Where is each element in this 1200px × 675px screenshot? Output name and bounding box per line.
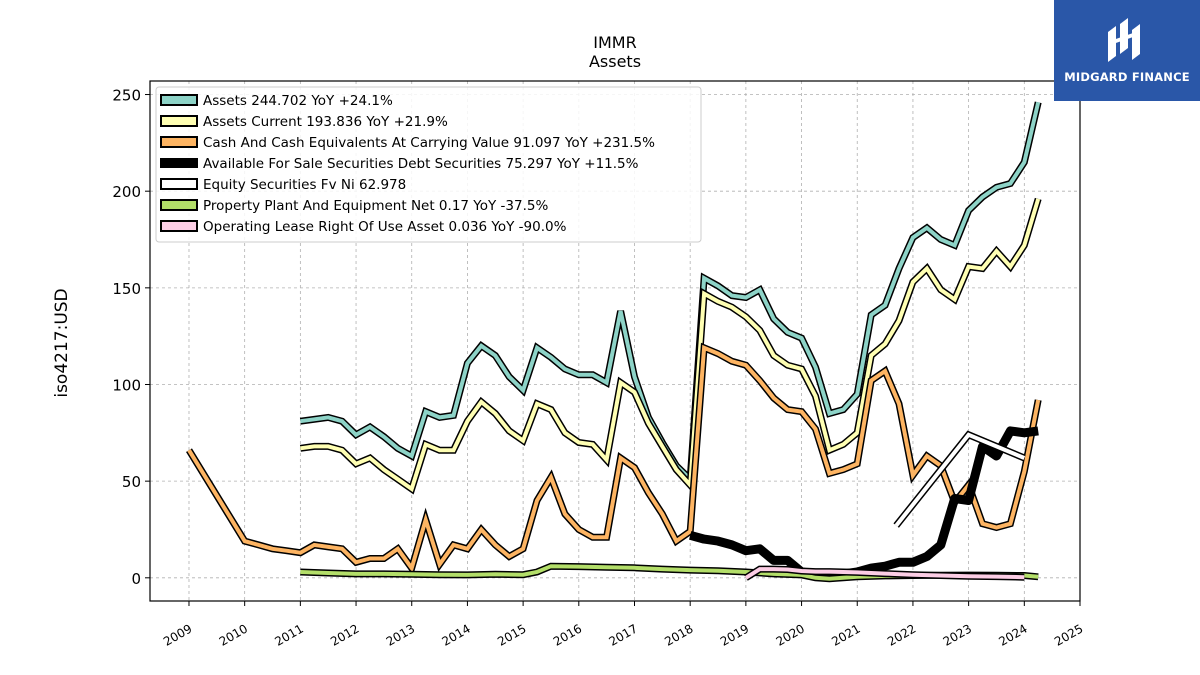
x-tick-label: 2020 <box>774 621 807 648</box>
legend-swatch <box>160 136 198 148</box>
legend-label: Assets 244.702 YoY +24.1% <box>203 93 393 109</box>
plot-frame <box>149 80 1081 602</box>
legend-label: Cash And Cash Equivalents At Carrying Va… <box>203 135 655 151</box>
legend: Assets 244.702 YoY +24.1% Assets Current … <box>155 86 702 243</box>
chart-subtitle: Assets <box>588 52 642 71</box>
series-line <box>300 198 1041 493</box>
y-tick-label: 150 <box>112 280 141 298</box>
x-tick-label: 2018 <box>662 621 695 648</box>
brand-logo: MIDGARD FINANCE <box>1054 0 1200 101</box>
series-4 <box>893 430 1026 528</box>
legend-entry: Available For Sale Securities Debt Secur… <box>160 156 639 172</box>
x-tick-label: 2017 <box>607 621 640 648</box>
x-tick-label: 2021 <box>829 621 862 648</box>
x-tick-label: 2023 <box>941 621 974 648</box>
legend-swatch <box>160 94 198 106</box>
series-6 <box>744 565 1025 581</box>
legend-label: Assets Current 193.836 YoY +21.9% <box>203 114 448 130</box>
legend-label: Available For Sale Securities Debt Secur… <box>203 156 639 172</box>
series-3 <box>689 426 1039 579</box>
x-tick-label: 2012 <box>328 621 361 648</box>
x-tick-label: 2022 <box>885 621 918 648</box>
legend-entry: Property Plant And Equipment Net 0.17 Yo… <box>160 198 548 214</box>
legend-entry: Operating Lease Right Of Use Asset 0.036… <box>160 219 567 235</box>
x-tick-label: 2009 <box>161 621 194 648</box>
legend-label: Operating Lease Right Of Use Asset 0.036… <box>203 219 567 235</box>
x-tick-label: 2011 <box>272 621 305 648</box>
series-line <box>187 344 1041 573</box>
legend-swatch <box>160 178 198 190</box>
y-tick-label: 200 <box>112 183 141 201</box>
x-tick-label: 2024 <box>996 621 1029 648</box>
series-layer <box>186 101 1042 583</box>
y-tick-label: 0 <box>131 570 141 588</box>
x-tick-label: 2015 <box>495 621 528 648</box>
x-tick-label: 2010 <box>217 621 250 648</box>
legend-entry: Assets 244.702 YoY +24.1% <box>160 93 393 109</box>
legend-swatch <box>160 220 198 232</box>
logo-text: MIDGARD FINANCE <box>1064 70 1190 84</box>
series-line <box>894 432 1026 527</box>
legend-swatch <box>160 158 198 168</box>
y-tick-label: 250 <box>112 87 141 105</box>
x-tick-label: 2014 <box>439 621 472 648</box>
chart-title: IMMR <box>593 33 637 52</box>
legend-entry: Cash And Cash Equivalents At Carrying Va… <box>160 135 655 151</box>
legend-swatch <box>160 115 198 127</box>
x-tick-label: 2025 <box>1052 621 1085 648</box>
legend-box <box>155 86 702 243</box>
y-tick-label: 50 <box>122 473 141 491</box>
series-line <box>689 426 1039 579</box>
series-2 <box>186 342 1042 576</box>
legend-entry: Assets Current 193.836 YoY +21.9% <box>160 114 448 130</box>
series-1 <box>299 197 1042 495</box>
y-tick-label: 100 <box>112 376 141 394</box>
legend-label: Equity Securities Fv Ni 62.978 <box>203 177 406 193</box>
x-tick-label: 2019 <box>718 621 751 648</box>
x-tick-label: 2013 <box>384 621 417 648</box>
midgard-logo-icon <box>1108 18 1140 62</box>
x-tick-label: 2016 <box>551 621 584 648</box>
legend-label: Property Plant And Equipment Net 0.17 Yo… <box>203 198 548 214</box>
legend-swatch <box>160 199 198 211</box>
legend-entry: Equity Securities Fv Ni 62.978 <box>160 177 406 193</box>
series-line <box>744 567 1025 580</box>
